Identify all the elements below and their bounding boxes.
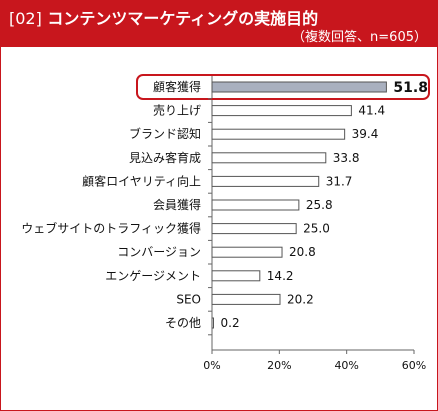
chart-title-text: コンテンツマーケティングの実施目的 <box>47 9 319 28</box>
value-label: 33.8 <box>333 151 360 165</box>
value-label: 31.7 <box>326 174 353 188</box>
category-label: 売り上げ <box>153 103 201 118</box>
chart-number: [02] <box>9 9 42 28</box>
category-label: 見込み客育成 <box>129 150 201 165</box>
x-tick-label: 0% <box>203 359 220 372</box>
value-label: 20.2 <box>287 292 314 306</box>
bar <box>211 152 327 164</box>
value-label: 20.8 <box>289 245 316 259</box>
category-label: ウェブサイトのトラフィック獲得 <box>21 221 201 236</box>
value-label: 41.4 <box>358 104 385 118</box>
bar <box>211 105 352 117</box>
category-label: ブランド認知 <box>129 126 201 141</box>
category-label: 会員獲得 <box>153 197 201 212</box>
value-label: 25.8 <box>306 198 333 212</box>
category-label: 顧客ロイヤリティ向上 <box>82 173 201 188</box>
value-label: 14.2 <box>267 269 294 283</box>
chart-subtitle: （複数回答、n=605） <box>292 30 427 45</box>
bar <box>211 199 300 211</box>
value-label: 51.8 <box>393 80 428 96</box>
bar <box>211 81 387 93</box>
bar <box>211 317 214 329</box>
bar <box>211 246 283 258</box>
category-label: コンバージョン <box>117 245 201 259</box>
bar <box>211 175 320 187</box>
x-tick-label: 20% <box>267 359 291 372</box>
x-tick-label: 60% <box>402 359 426 372</box>
bar <box>211 293 281 305</box>
category-label: エンゲージメント <box>105 269 201 283</box>
x-tick-label: 40% <box>334 359 358 372</box>
value-label: 39.4 <box>352 127 379 141</box>
bar <box>211 223 297 235</box>
chart-title: [02] コンテンツマーケティングの実施目的 <box>9 5 318 29</box>
category-label: SEO <box>176 292 201 306</box>
category-label: その他 <box>165 316 201 330</box>
value-label: 0.2 <box>221 316 240 330</box>
value-label: 25.0 <box>303 222 330 236</box>
bar <box>211 270 261 282</box>
category-label: 顧客獲得 <box>153 79 201 94</box>
highlight-box <box>136 74 430 100</box>
chart-header: [02] コンテンツマーケティングの実施目的 （複数回答、n=605） <box>1 1 437 47</box>
bar <box>211 128 346 140</box>
